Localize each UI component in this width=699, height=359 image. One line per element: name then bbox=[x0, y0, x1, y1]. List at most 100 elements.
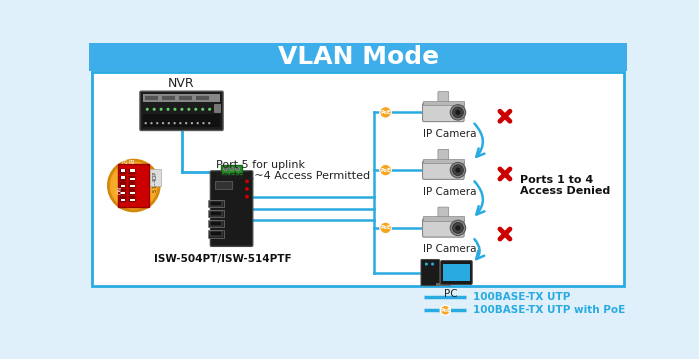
FancyBboxPatch shape bbox=[438, 149, 449, 165]
Circle shape bbox=[187, 108, 190, 111]
FancyBboxPatch shape bbox=[442, 276, 446, 284]
FancyBboxPatch shape bbox=[120, 196, 126, 202]
Text: Access Denied: Access Denied bbox=[520, 186, 610, 196]
FancyBboxPatch shape bbox=[210, 231, 222, 236]
Text: IP Camera: IP Camera bbox=[423, 187, 476, 197]
Text: NVR: NVR bbox=[168, 76, 195, 90]
Circle shape bbox=[431, 262, 434, 266]
Circle shape bbox=[450, 220, 466, 236]
Text: P2: P2 bbox=[129, 159, 136, 164]
FancyArrowPatch shape bbox=[475, 123, 484, 157]
Circle shape bbox=[185, 122, 187, 124]
Circle shape bbox=[201, 108, 204, 111]
Circle shape bbox=[208, 108, 211, 111]
Circle shape bbox=[168, 122, 170, 124]
Text: IP Camera: IP Camera bbox=[423, 129, 476, 139]
FancyBboxPatch shape bbox=[121, 176, 125, 178]
Circle shape bbox=[452, 107, 463, 118]
Circle shape bbox=[380, 222, 391, 234]
Circle shape bbox=[196, 122, 199, 124]
Circle shape bbox=[173, 108, 177, 111]
FancyBboxPatch shape bbox=[143, 94, 220, 102]
Circle shape bbox=[180, 108, 183, 111]
FancyBboxPatch shape bbox=[92, 73, 624, 286]
FancyBboxPatch shape bbox=[422, 101, 464, 106]
FancyBboxPatch shape bbox=[438, 92, 449, 107]
Circle shape bbox=[455, 110, 461, 115]
FancyBboxPatch shape bbox=[422, 159, 464, 163]
Text: 1~4: 1~4 bbox=[153, 177, 158, 188]
Circle shape bbox=[224, 167, 227, 171]
Circle shape bbox=[179, 122, 182, 124]
FancyBboxPatch shape bbox=[210, 201, 222, 206]
FancyBboxPatch shape bbox=[443, 264, 470, 281]
FancyBboxPatch shape bbox=[440, 261, 473, 284]
Text: Port 5 for uplink: Port 5 for uplink bbox=[216, 160, 305, 170]
Circle shape bbox=[245, 180, 249, 183]
FancyBboxPatch shape bbox=[422, 216, 464, 221]
FancyBboxPatch shape bbox=[129, 190, 136, 195]
FancyBboxPatch shape bbox=[161, 95, 175, 100]
FancyBboxPatch shape bbox=[130, 192, 134, 194]
Circle shape bbox=[145, 108, 149, 111]
FancyArrowPatch shape bbox=[475, 181, 484, 215]
FancyBboxPatch shape bbox=[210, 222, 222, 226]
Circle shape bbox=[245, 195, 249, 199]
FancyBboxPatch shape bbox=[215, 104, 219, 112]
Circle shape bbox=[113, 164, 155, 207]
FancyBboxPatch shape bbox=[208, 220, 224, 228]
Circle shape bbox=[194, 108, 197, 111]
Circle shape bbox=[208, 122, 210, 124]
Circle shape bbox=[450, 105, 466, 120]
FancyBboxPatch shape bbox=[210, 171, 253, 246]
FancyBboxPatch shape bbox=[130, 178, 134, 180]
Text: VLAN Mode: VLAN Mode bbox=[278, 45, 439, 69]
FancyBboxPatch shape bbox=[118, 164, 149, 207]
Circle shape bbox=[230, 167, 233, 171]
FancyBboxPatch shape bbox=[144, 95, 158, 100]
FancyBboxPatch shape bbox=[120, 182, 126, 188]
FancyBboxPatch shape bbox=[422, 219, 464, 237]
FancyBboxPatch shape bbox=[120, 169, 126, 174]
FancyBboxPatch shape bbox=[121, 185, 125, 187]
FancyBboxPatch shape bbox=[129, 196, 136, 202]
FancyBboxPatch shape bbox=[208, 210, 224, 218]
FancyBboxPatch shape bbox=[121, 169, 125, 172]
FancyBboxPatch shape bbox=[130, 185, 134, 187]
FancyBboxPatch shape bbox=[435, 283, 451, 286]
Text: PoE: PoE bbox=[380, 168, 391, 173]
FancyBboxPatch shape bbox=[208, 230, 224, 238]
Circle shape bbox=[150, 122, 152, 124]
Circle shape bbox=[145, 122, 147, 124]
FancyBboxPatch shape bbox=[129, 182, 136, 188]
FancyBboxPatch shape bbox=[210, 211, 222, 216]
Text: ISW-504PT/ISW-514PTF: ISW-504PT/ISW-514PTF bbox=[154, 255, 291, 265]
Text: PC: PC bbox=[444, 289, 458, 299]
Text: Ports 1~4 Access Permitted: Ports 1~4 Access Permitted bbox=[216, 171, 370, 181]
Circle shape bbox=[236, 167, 240, 171]
FancyBboxPatch shape bbox=[129, 169, 136, 174]
Text: PoE: PoE bbox=[380, 225, 391, 230]
FancyBboxPatch shape bbox=[438, 207, 449, 223]
Circle shape bbox=[159, 108, 163, 111]
FancyBboxPatch shape bbox=[178, 95, 192, 100]
Circle shape bbox=[380, 107, 391, 118]
Circle shape bbox=[380, 164, 391, 176]
Text: 5: 5 bbox=[153, 188, 158, 192]
FancyBboxPatch shape bbox=[129, 176, 136, 181]
FancyBboxPatch shape bbox=[140, 91, 223, 130]
FancyBboxPatch shape bbox=[208, 200, 224, 208]
Circle shape bbox=[202, 122, 205, 124]
FancyBboxPatch shape bbox=[89, 43, 628, 71]
Text: PoE: PoE bbox=[380, 110, 391, 115]
FancyBboxPatch shape bbox=[421, 260, 440, 286]
Circle shape bbox=[450, 162, 466, 178]
FancyBboxPatch shape bbox=[120, 176, 126, 181]
Text: PoE: PoE bbox=[440, 308, 450, 313]
Circle shape bbox=[166, 108, 170, 111]
FancyBboxPatch shape bbox=[221, 165, 243, 174]
FancyBboxPatch shape bbox=[143, 114, 220, 127]
Text: P1: P1 bbox=[121, 159, 128, 164]
FancyBboxPatch shape bbox=[121, 192, 125, 194]
Circle shape bbox=[455, 225, 461, 230]
